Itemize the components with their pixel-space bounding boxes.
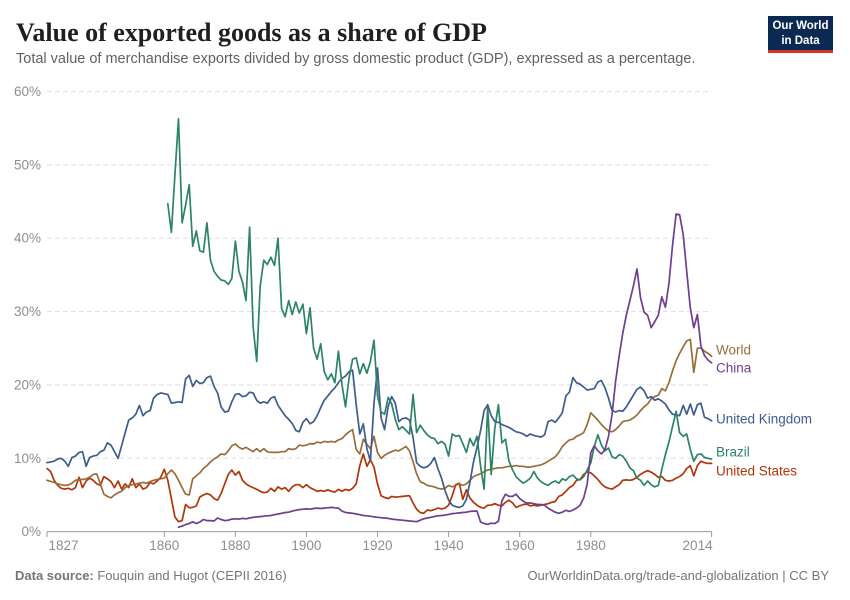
svg-text:40%: 40%: [14, 231, 41, 246]
svg-text:1940: 1940: [434, 538, 464, 553]
svg-text:30%: 30%: [14, 304, 41, 319]
svg-text:United Kingdom: United Kingdom: [716, 412, 812, 427]
svg-text:World: World: [716, 343, 751, 358]
svg-text:20%: 20%: [14, 377, 41, 392]
svg-text:1920: 1920: [362, 538, 392, 553]
svg-text:China: China: [716, 361, 752, 376]
svg-text:60%: 60%: [14, 84, 41, 99]
svg-text:1900: 1900: [291, 538, 321, 553]
svg-text:1860: 1860: [149, 538, 179, 553]
svg-text:0%: 0%: [21, 524, 41, 539]
svg-text:10%: 10%: [14, 451, 41, 466]
svg-text:1880: 1880: [220, 538, 250, 553]
svg-text:50%: 50%: [14, 157, 41, 172]
svg-text:1980: 1980: [576, 538, 606, 553]
svg-text:1827: 1827: [49, 538, 79, 553]
svg-text:United States: United States: [716, 464, 797, 479]
svg-text:Brazil: Brazil: [716, 445, 750, 460]
svg-text:1960: 1960: [505, 538, 535, 553]
svg-text:2014: 2014: [683, 538, 714, 553]
